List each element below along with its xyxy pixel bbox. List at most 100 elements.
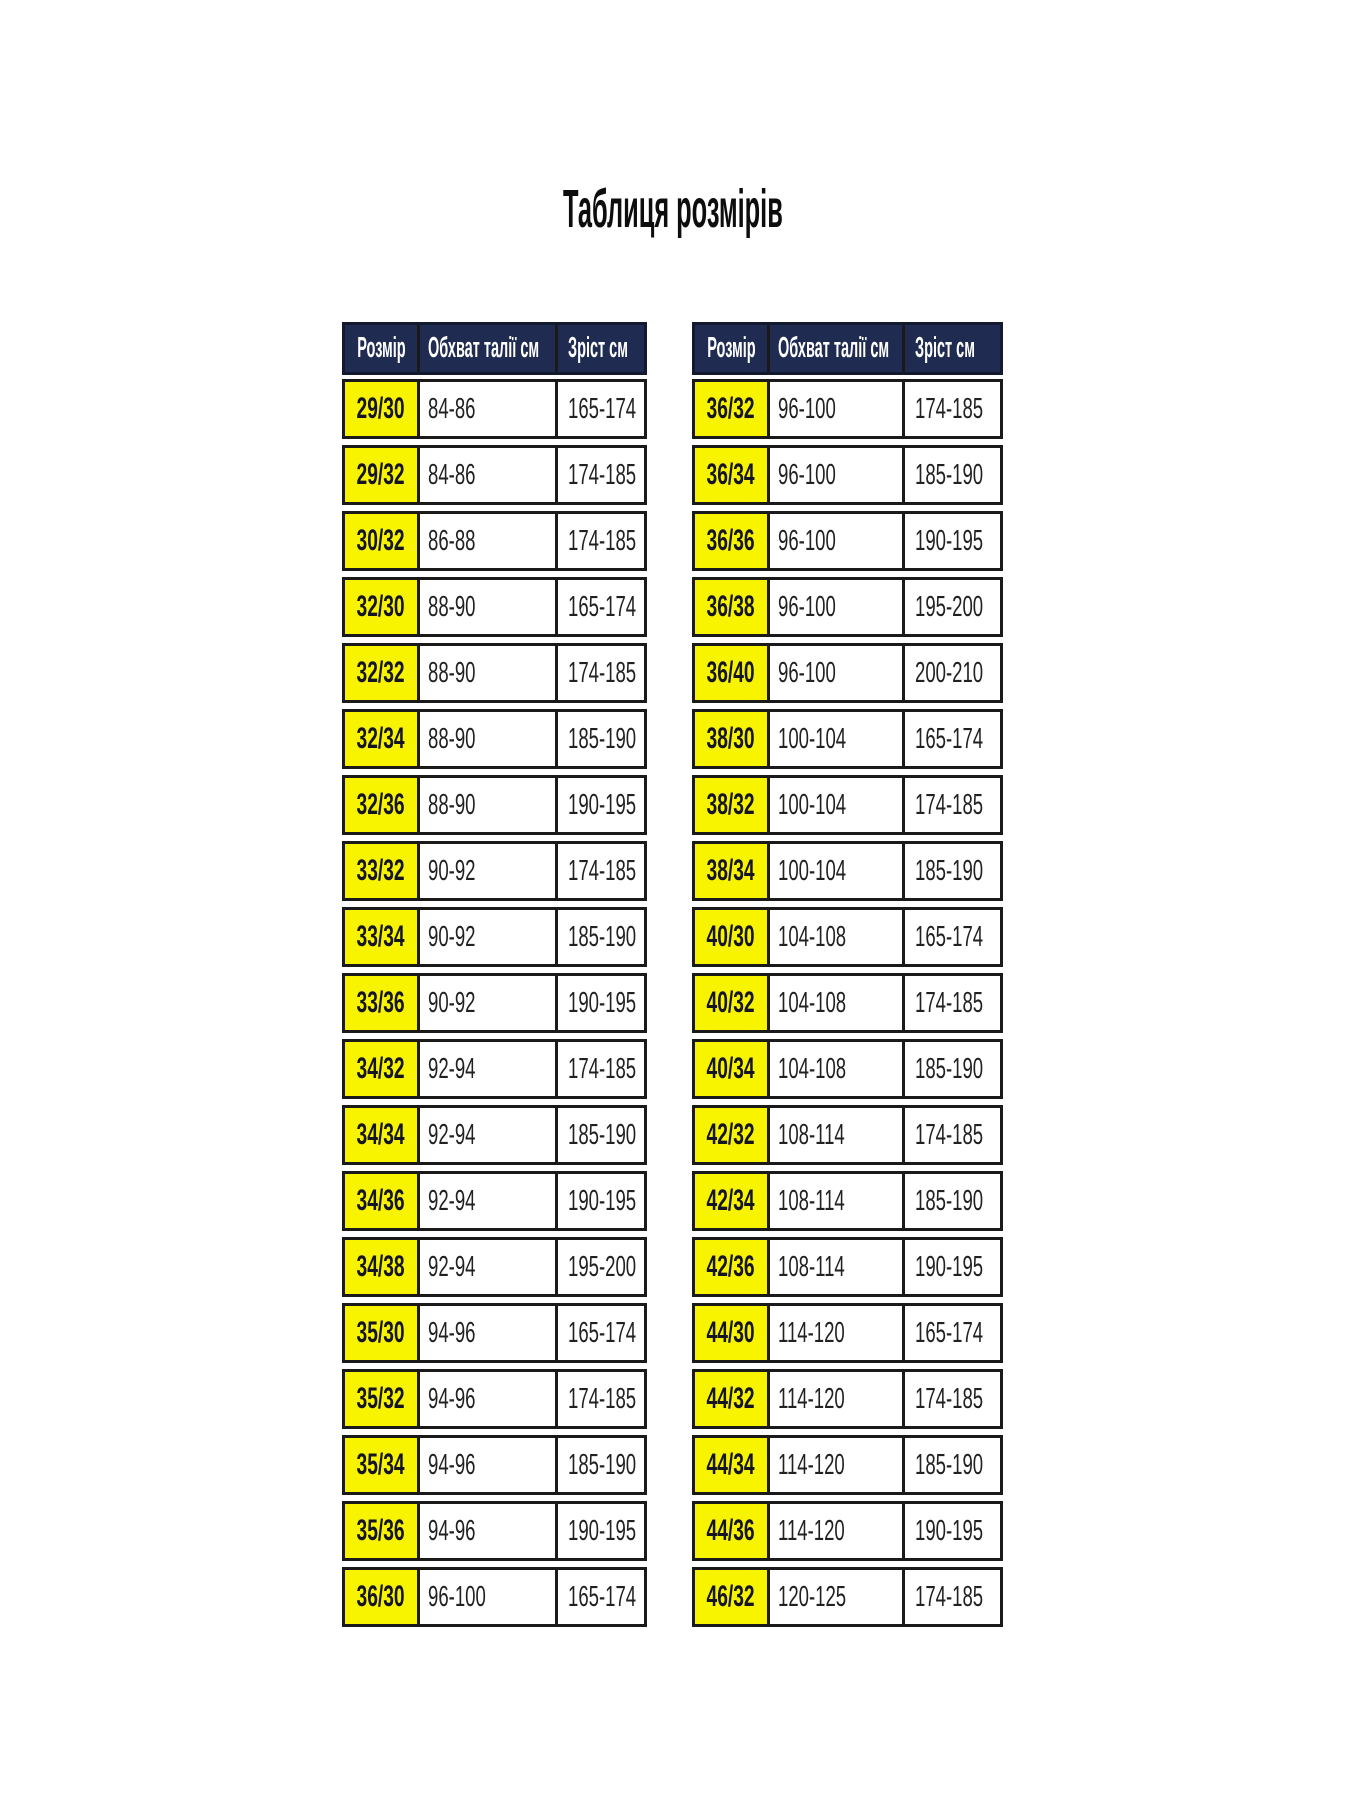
height-cell: 174-185 [555, 514, 644, 568]
waist-cell: 94-96 [417, 1306, 555, 1360]
cell-text: 46/32 [706, 1580, 756, 1613]
cell-text: 35/32 [356, 1382, 406, 1415]
cell-text: 185-190 [568, 1118, 637, 1151]
height-cell: 165-174 [902, 1306, 1000, 1360]
table-row: 44/34 114-120 185-190 [692, 1435, 1003, 1495]
height-cell: 165-174 [902, 910, 1000, 964]
size-cell: 42/36 [695, 1240, 767, 1294]
cell-text: 94-96 [428, 1448, 476, 1481]
waist-cell: 104-108 [767, 910, 902, 964]
cell-text: 86-88 [428, 524, 476, 557]
cell-text: 94-96 [428, 1316, 476, 1349]
table-row: 30/32 86-88 174-185 [342, 511, 647, 571]
size-cell: 32/36 [345, 778, 417, 832]
cell-text: 174-185 [568, 458, 637, 491]
cell-text: 29/32 [356, 458, 406, 491]
table-row: 35/34 94-96 185-190 [342, 1435, 647, 1495]
table-row: 29/30 84-86 165-174 [342, 379, 647, 439]
size-cell: 40/34 [695, 1042, 767, 1096]
cell-text: 174-185 [915, 788, 984, 821]
cell-text: Розмір [356, 332, 406, 364]
size-cell: 29/30 [345, 382, 417, 436]
size-cell: 46/32 [695, 1570, 767, 1624]
cell-text: 35/30 [356, 1316, 406, 1349]
waist-cell: 114-120 [767, 1306, 902, 1360]
height-cell: 185-190 [555, 910, 644, 964]
height-cell: 165-174 [555, 1306, 644, 1360]
cell-text: 36/38 [706, 590, 756, 623]
cell-text: 94-96 [428, 1514, 476, 1547]
cell-text: 165-174 [568, 392, 637, 425]
table-row: 35/36 94-96 190-195 [342, 1501, 647, 1561]
table-row: 36/36 96-100 190-195 [692, 511, 1003, 571]
size-cell: 30/32 [345, 514, 417, 568]
size-cell: 38/32 [695, 778, 767, 832]
size-cell: 33/32 [345, 844, 417, 898]
cell-text: 114-120 [778, 1448, 845, 1481]
cell-text: 92-94 [428, 1052, 476, 1085]
waist-cell: 100-104 [767, 844, 902, 898]
cell-text: 100-104 [778, 854, 847, 887]
cell-text: 165-174 [568, 590, 637, 623]
height-cell: 185-190 [902, 844, 1000, 898]
cell-text: 190-195 [568, 986, 637, 1019]
cell-text: 34/34 [356, 1118, 406, 1151]
table-row: 36/30 96-100 165-174 [342, 1567, 647, 1627]
cell-text: 32/34 [356, 722, 406, 755]
table-row: 38/32 100-104 174-185 [692, 775, 1003, 835]
size-cell: 35/32 [345, 1372, 417, 1426]
cell-text: 40/30 [706, 920, 756, 953]
cell-text: 165-174 [915, 722, 984, 755]
cell-text: 44/32 [706, 1382, 756, 1415]
cell-text: 120-125 [778, 1580, 847, 1613]
waist-cell: 92-94 [417, 1108, 555, 1162]
height-cell: 174-185 [555, 844, 644, 898]
height-cell: 190-195 [902, 1240, 1000, 1294]
waist-cell: 92-94 [417, 1042, 555, 1096]
cell-text: 114-120 [778, 1316, 845, 1349]
header-cell-waist: Обхват талії см [767, 325, 902, 372]
size-cell: 35/30 [345, 1306, 417, 1360]
cell-text: 44/30 [706, 1316, 756, 1349]
cell-text: 38/34 [706, 854, 756, 887]
waist-cell: 96-100 [767, 514, 902, 568]
height-cell: 195-200 [555, 1240, 644, 1294]
waist-cell: 96-100 [767, 448, 902, 502]
waist-cell: 104-108 [767, 976, 902, 1030]
cell-text: 190-195 [568, 1514, 637, 1547]
size-cell: 34/36 [345, 1174, 417, 1228]
cell-text: 190-195 [915, 524, 984, 557]
cell-text: 100-104 [778, 722, 847, 755]
cell-text: 96-100 [778, 458, 836, 491]
height-cell: 185-190 [555, 712, 644, 766]
height-cell: 174-185 [555, 448, 644, 502]
cell-text: 165-174 [915, 1316, 984, 1349]
cell-text: 108-114 [778, 1118, 845, 1151]
size-cell: 32/34 [345, 712, 417, 766]
cell-text: 174-185 [568, 1052, 637, 1085]
height-cell: 185-190 [902, 448, 1000, 502]
header-cell-height: Зріст см [555, 325, 644, 372]
cell-text: 108-114 [778, 1250, 845, 1283]
cell-text: 92-94 [428, 1184, 476, 1217]
table-row: 34/36 92-94 190-195 [342, 1171, 647, 1231]
cell-text: 174-185 [568, 1382, 637, 1415]
height-cell: 190-195 [555, 976, 644, 1030]
size-cell: 44/32 [695, 1372, 767, 1426]
cell-text: 165-174 [568, 1316, 637, 1349]
size-cell: 34/38 [345, 1240, 417, 1294]
table-row: 40/32 104-108 174-185 [692, 973, 1003, 1033]
size-cell: 36/38 [695, 580, 767, 634]
cell-text: 96-100 [778, 392, 836, 425]
cell-text: 88-90 [428, 722, 476, 755]
height-cell: 174-185 [902, 976, 1000, 1030]
table-row: 40/30 104-108 165-174 [692, 907, 1003, 967]
cell-text: Обхват талії см [778, 332, 890, 364]
table-row: 33/32 90-92 174-185 [342, 841, 647, 901]
cell-text: 44/36 [706, 1514, 756, 1547]
table-header-row: Розмір Обхват талії см Зріст см [342, 322, 647, 375]
waist-cell: 108-114 [767, 1174, 902, 1228]
cell-text: 108-114 [778, 1184, 845, 1217]
waist-cell: 92-94 [417, 1240, 555, 1294]
